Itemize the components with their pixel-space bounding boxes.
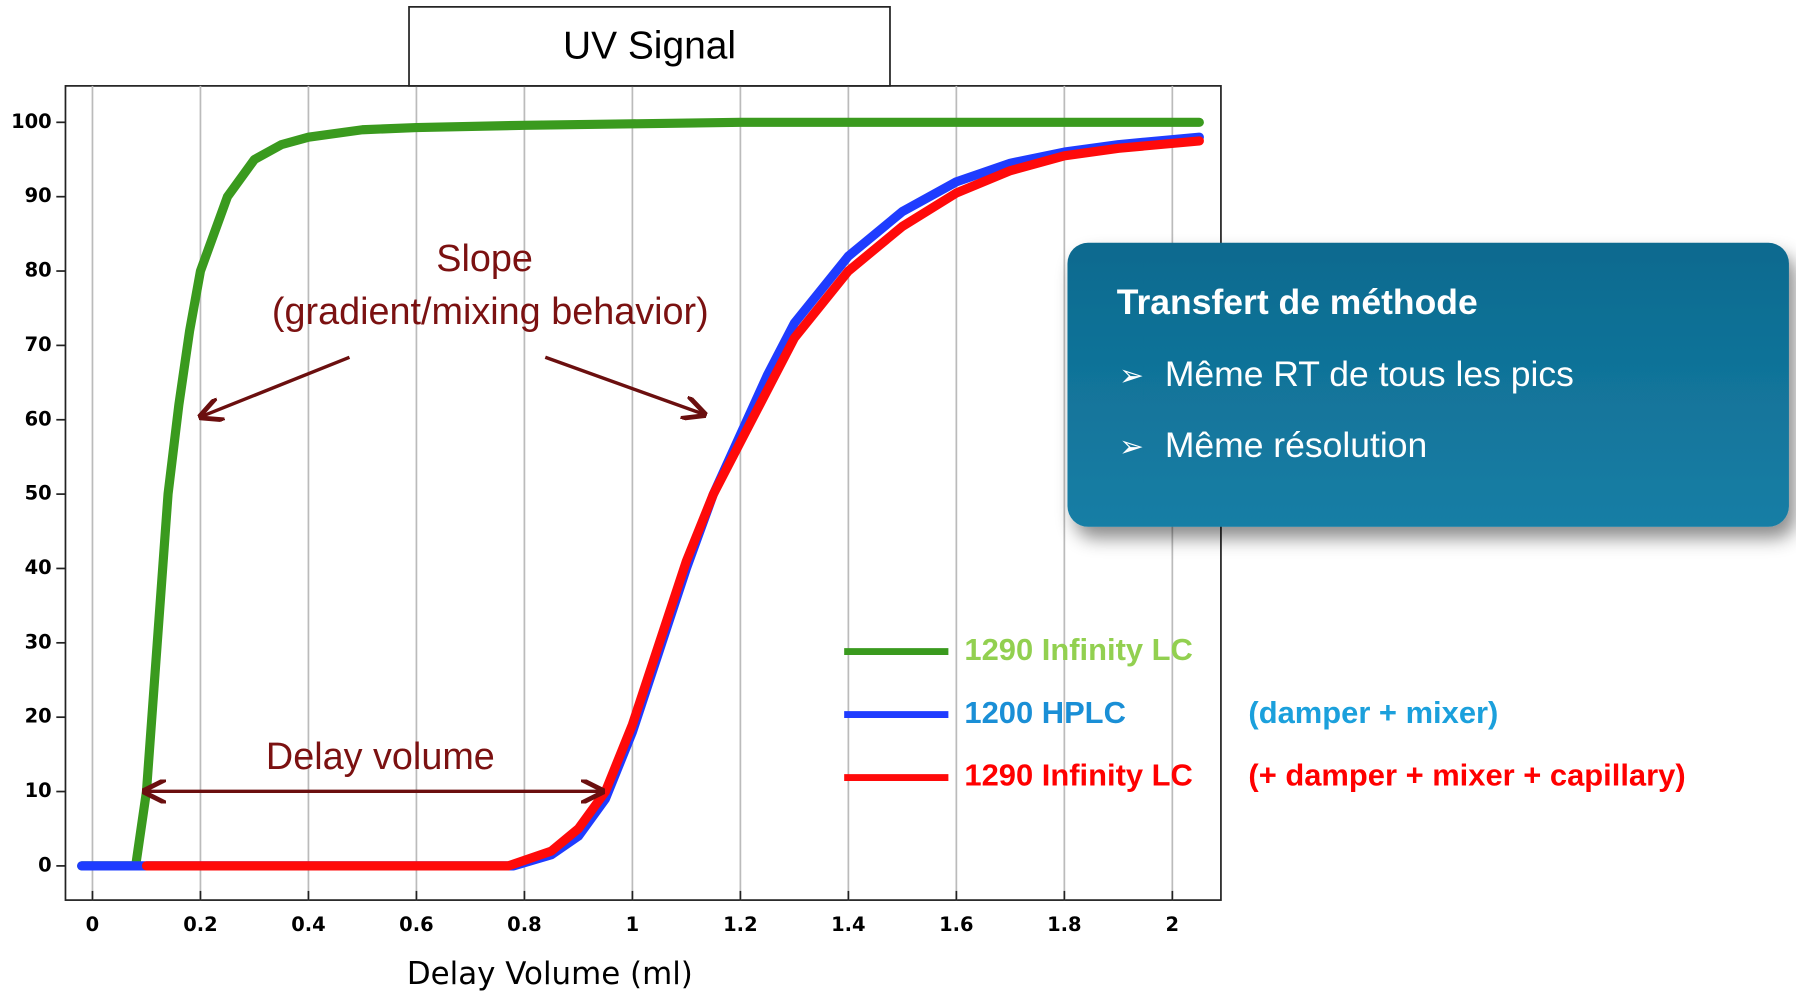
annotation: Delay volume xyxy=(266,736,495,778)
arrow xyxy=(544,355,704,414)
lines xyxy=(77,117,1204,871)
callout-title: Transfert de méthode xyxy=(1117,282,1478,322)
y-tick-label: 100 xyxy=(11,110,52,133)
y-tick-label: 90 xyxy=(25,184,52,207)
plot-frame xyxy=(64,85,1222,901)
x-tick-label: 1.8 xyxy=(1047,913,1081,936)
callout xyxy=(1067,242,1789,527)
x-axis-label: Delay Volume (ml) xyxy=(407,956,693,992)
annotation: Slope xyxy=(436,238,533,280)
title-box xyxy=(408,6,891,87)
x-tick-label: 1.6 xyxy=(939,913,973,936)
y-tick-label: 80 xyxy=(25,259,52,282)
chart-title: UV Signal xyxy=(563,24,736,67)
y-tick-label: 30 xyxy=(25,630,52,653)
series-line xyxy=(141,136,1204,871)
annotation: (gradient/mixing behavior) xyxy=(272,291,709,333)
series-line xyxy=(77,117,1204,871)
x-tick-label: 0.6 xyxy=(399,913,433,936)
y-tick-label: 50 xyxy=(25,482,52,505)
arrow xyxy=(201,355,351,417)
y-tick-label: 0 xyxy=(38,853,52,876)
y-tick-label: 70 xyxy=(25,333,52,356)
legend: 1290 Infinity LC 1200 HPLC (damper + mixer… xyxy=(844,632,1686,793)
x-tick-label: 2 xyxy=(1166,913,1180,936)
legend-detail: (+ damper + mixer + capillary) xyxy=(1248,758,1685,793)
legend-detail: (damper + mixer) xyxy=(1248,695,1498,730)
x-tick-label: 0.8 xyxy=(507,913,541,936)
x-tick-label: 1.4 xyxy=(831,913,865,936)
y-tick-label: 60 xyxy=(25,407,52,430)
legend-label: 1290 Infinity LC xyxy=(964,758,1192,793)
y-tick-label: 20 xyxy=(25,705,52,728)
callout-item: Même résolution xyxy=(1165,425,1427,465)
x-tick-label: 1.2 xyxy=(723,913,757,936)
bullet: ➢ xyxy=(1119,429,1144,464)
x-tick-label: 0.4 xyxy=(291,913,325,936)
x-tick-label: 0.2 xyxy=(183,913,217,936)
y-tick-label: 40 xyxy=(25,556,52,579)
x-tick-label: 0 xyxy=(86,913,100,936)
callout-item: Même RT de tous les pics xyxy=(1165,354,1574,394)
y-tick-label: 10 xyxy=(25,779,52,802)
callout-box xyxy=(1067,242,1789,527)
legend-label: 1290 Infinity LC xyxy=(964,632,1192,667)
grid xyxy=(56,85,1174,901)
x-tick-label: 1 xyxy=(626,913,640,936)
bullet: ➢ xyxy=(1119,358,1144,393)
legend-label: 1200 HPLC xyxy=(964,695,1125,730)
